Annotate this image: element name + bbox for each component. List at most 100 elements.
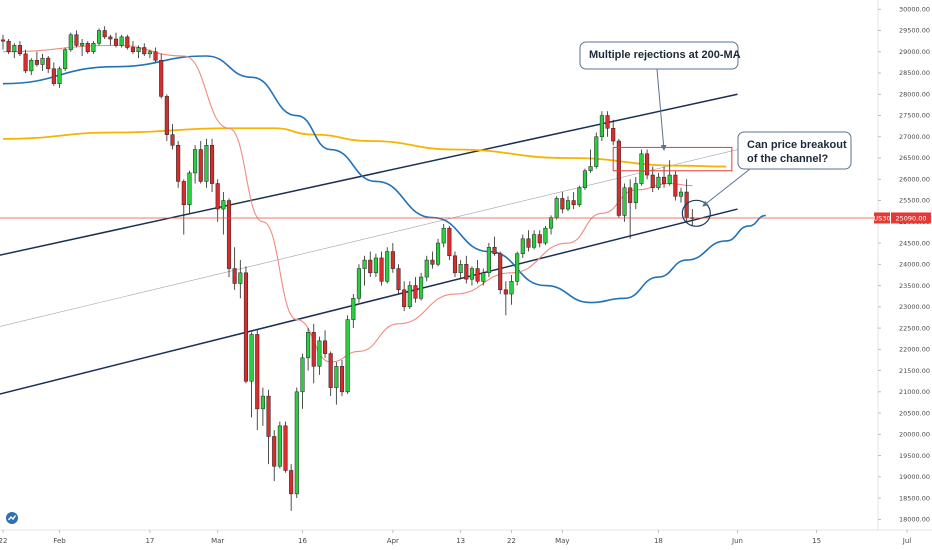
candle-bullish: [509, 274, 514, 305]
candle-bullish: [68, 32, 73, 52]
candle-body: [565, 200, 571, 210]
candle-body: [611, 128, 616, 142]
candle-bearish: [379, 251, 384, 286]
x-tick-label: Feb: [53, 537, 66, 545]
candle-body: [656, 176, 661, 189]
ma-200-line: [2, 127, 727, 168]
breakout-circle: [681, 199, 711, 227]
candle-body: [260, 395, 265, 410]
candle-body: [385, 251, 390, 282]
candle-body: [532, 234, 537, 248]
candle-bearish: [662, 166, 667, 188]
candle-body: [447, 227, 452, 257]
annotation-rejections: Multiple rejections at 200-MA: [579, 41, 741, 151]
candle-body: [210, 145, 215, 184]
candle-body: [351, 298, 356, 320]
candle-body: [662, 176, 667, 184]
candle-body: [526, 238, 531, 248]
candle-body: [498, 253, 503, 291]
candle-bearish: [266, 389, 271, 465]
candle-bearish: [226, 198, 232, 278]
candle-body: [368, 259, 373, 274]
candle-body: [136, 47, 141, 53]
candle-body: [164, 96, 169, 135]
candle-bearish: [283, 421, 288, 473]
overlays: [0, 146, 878, 227]
candle-bullish: [204, 138, 209, 188]
candle-bullish: [294, 387, 299, 499]
x-tick-label: Jul: [902, 537, 912, 545]
candle-body: [221, 200, 226, 210]
candle-body: [57, 68, 62, 84]
candle-bearish: [6, 39, 11, 54]
candle-body: [40, 57, 45, 65]
candle-bullish: [249, 332, 254, 418]
candle-bearish: [390, 243, 395, 273]
y-tick-label: 28000.00: [899, 90, 930, 98]
candle-bearish: [526, 230, 531, 252]
candle-body: [74, 34, 79, 46]
candle-bearish: [396, 264, 401, 295]
y-tick-label: 28500.00: [899, 69, 930, 77]
y-tick-label: 26500.00: [899, 154, 930, 162]
candle-bearish: [560, 192, 565, 214]
candle-body: [633, 183, 638, 203]
candle-bullish: [147, 49, 152, 59]
candle-body: [509, 281, 514, 295]
candle-bullish: [362, 255, 367, 286]
candle-body: [215, 183, 220, 210]
candle-body: [492, 247, 497, 254]
candle-bullish: [29, 58, 34, 76]
tradingview-logo[interactable]: [6, 512, 18, 524]
candle-bullish: [588, 149, 593, 173]
y-tick-label: 24500.00: [899, 239, 930, 247]
candle-body: [226, 200, 232, 269]
candle-body: [419, 276, 424, 299]
candle-bearish: [492, 236, 497, 256]
candle-body: [113, 38, 119, 46]
candle-bearish: [628, 179, 633, 239]
candle-bullish: [577, 185, 582, 207]
candle-bullish: [565, 196, 571, 212]
candle-bearish: [130, 41, 135, 54]
candle-body: [153, 51, 158, 61]
candle-bearish: [289, 464, 294, 511]
candle-body: [486, 247, 491, 274]
y-tick-label: 25500.00: [899, 197, 930, 205]
y-tick-label: 30000.00: [899, 5, 930, 13]
candle-bullish: [436, 238, 441, 267]
candle-bullish: [80, 39, 85, 57]
candle-bullish: [543, 226, 548, 246]
candle-bullish: [549, 215, 554, 235]
y-tick-label: 26000.00: [899, 175, 930, 183]
x-tick-label: 18: [654, 537, 663, 545]
candle-body: [362, 259, 367, 269]
price-badge: [891, 212, 931, 224]
candle-bullish: [441, 223, 446, 248]
moving-averages: [2, 44, 766, 363]
candle-body: [503, 289, 508, 295]
candle-bearish: [452, 251, 458, 278]
candle-body: [515, 253, 520, 282]
x-tick-label: 13: [456, 537, 465, 545]
candle-body: [142, 47, 147, 55]
candle-body: [594, 136, 599, 167]
candle-body: [23, 53, 28, 72]
candle-bullish: [12, 43, 17, 59]
candle-body: [560, 198, 565, 210]
y-tick-label: 22500.00: [899, 324, 930, 332]
candle-bearish: [23, 49, 28, 74]
candle-bullish: [424, 255, 429, 282]
candle-bullish: [582, 168, 588, 190]
candle-bearish: [0, 34, 6, 50]
candle-body: [6, 40, 11, 53]
candle-bullish: [486, 243, 491, 278]
candle-body: [436, 242, 441, 265]
resistance-zone: [612, 146, 733, 172]
candle-body: [130, 47, 135, 53]
candle-body: [520, 238, 525, 254]
candle-body: [458, 264, 463, 274]
candle-bullish: [419, 272, 424, 301]
candle-body: [68, 34, 73, 50]
